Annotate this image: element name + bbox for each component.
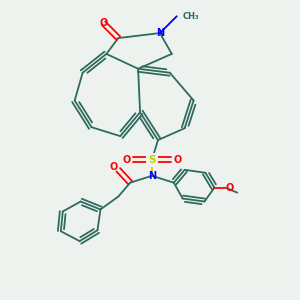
Text: O: O — [99, 18, 108, 28]
Text: CH₃: CH₃ — [183, 12, 199, 21]
Text: O: O — [109, 162, 118, 172]
Text: S: S — [148, 155, 156, 165]
Text: O: O — [122, 155, 130, 165]
Text: S: S — [148, 155, 156, 165]
Text: N: N — [156, 28, 164, 38]
Text: O: O — [174, 155, 182, 165]
Text: N: N — [148, 171, 156, 181]
Text: O: O — [225, 183, 233, 193]
